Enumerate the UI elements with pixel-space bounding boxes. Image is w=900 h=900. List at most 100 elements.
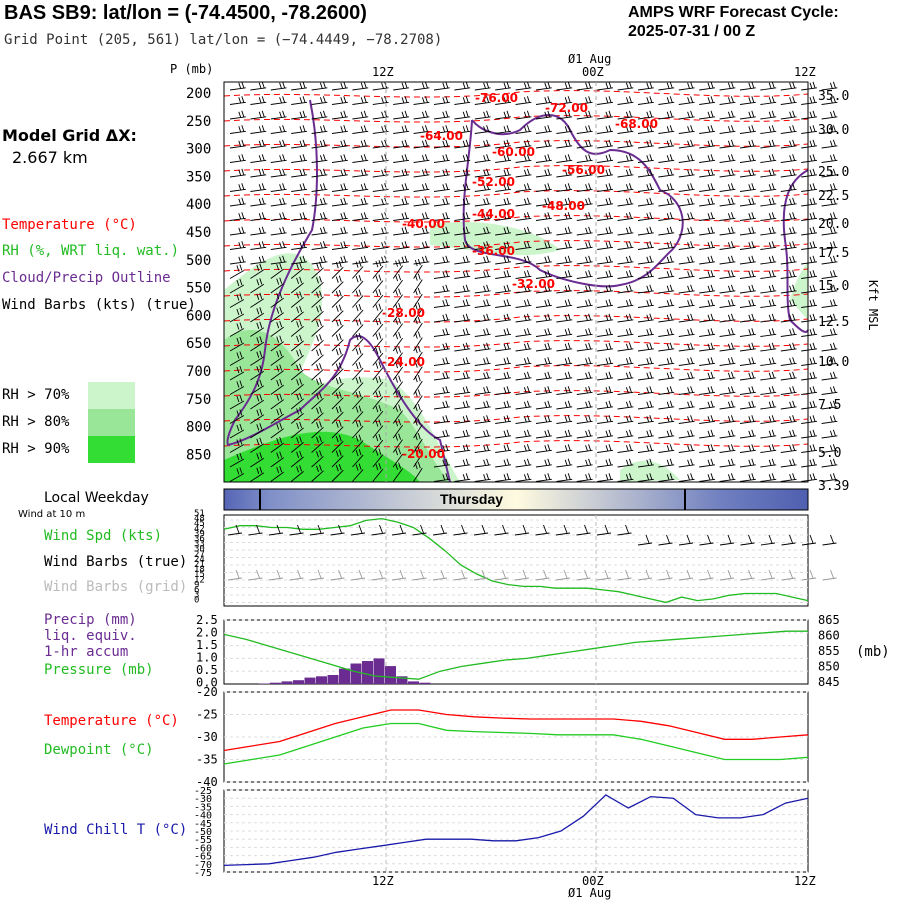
wind-barb <box>821 415 838 424</box>
wind-barb <box>515 429 532 439</box>
wind-barb <box>739 197 756 207</box>
wind-barb <box>576 473 593 482</box>
wind-barb <box>392 288 403 308</box>
wind-barb-grid <box>309 569 325 581</box>
wind-barb <box>535 226 552 236</box>
wind-barb-true <box>309 524 325 536</box>
wind-barb <box>311 261 324 279</box>
wind-barb <box>413 96 430 105</box>
wind-barb <box>699 270 716 279</box>
temperature-contour-label: -20.00 <box>402 447 445 461</box>
wind-barb <box>556 183 573 192</box>
wind-barb <box>801 183 818 192</box>
wind-tick-label: 27 <box>194 550 205 560</box>
wind-barb <box>229 351 245 366</box>
wind-barb <box>658 473 675 482</box>
wind-barb <box>515 342 532 352</box>
wind-barb <box>658 81 675 91</box>
wind-barb <box>290 363 304 381</box>
wind-barb <box>291 110 308 120</box>
temperature-contour <box>223 165 809 173</box>
wind-barb <box>413 461 423 482</box>
wind-barb <box>535 386 552 395</box>
wind-barb-grid <box>678 569 694 581</box>
wind-barb-true <box>412 524 427 536</box>
wind-barb <box>597 458 614 468</box>
wind-barb <box>780 313 797 323</box>
wind-barb <box>801 357 818 366</box>
wind-barb <box>290 320 304 337</box>
wind-barb <box>821 357 838 366</box>
wind-barb <box>433 429 450 439</box>
wind-barb <box>617 342 634 352</box>
wind-barb <box>760 125 777 134</box>
wind-barb <box>739 299 756 308</box>
wind-barb <box>392 259 403 279</box>
wind-barb <box>250 263 265 279</box>
pressure-tick-label: 450 <box>186 225 211 241</box>
wind-barb <box>658 139 675 149</box>
wind-barb <box>597 183 614 192</box>
wind-barb <box>454 386 471 395</box>
wind-barb <box>250 321 265 337</box>
wind-barb <box>535 255 552 265</box>
wind-barb <box>801 458 818 468</box>
wind-barb <box>617 357 634 366</box>
wind-barb <box>495 270 512 279</box>
wind-barb <box>250 255 267 265</box>
pressure-tick-label: 500 <box>186 253 211 269</box>
wind-barb <box>699 299 716 308</box>
wind-barb <box>535 154 552 163</box>
wind-barb <box>821 168 838 178</box>
wind-barb <box>392 418 403 439</box>
wind-barb <box>392 317 403 337</box>
wind-barb <box>637 125 654 134</box>
wind-barb <box>637 429 654 439</box>
wind-barb <box>576 125 593 134</box>
wind-barb <box>821 197 838 207</box>
wind-barb <box>801 212 818 221</box>
pressure-tick-label: 650 <box>186 336 211 352</box>
wind-barb <box>250 168 267 178</box>
wind-barb <box>454 226 471 236</box>
wind-barb <box>739 400 756 410</box>
wind-barb <box>270 465 284 482</box>
wind-barb <box>801 168 818 178</box>
wind-barb <box>250 125 267 134</box>
wind-barb <box>495 255 512 265</box>
wind-barb <box>739 212 756 221</box>
wind-barb <box>433 96 450 105</box>
wind-barb <box>352 110 369 120</box>
wind-barb <box>229 336 245 352</box>
wind-barb <box>658 429 675 439</box>
wind-barb <box>229 139 246 149</box>
wind-barb <box>760 313 777 323</box>
wind-barb <box>719 386 736 395</box>
wind-barb <box>597 81 614 91</box>
wind-barb <box>597 400 614 410</box>
temperature-contour-label: -60.00 <box>492 145 535 159</box>
wind-barb <box>474 110 491 120</box>
wind-tick-label: 6 <box>194 586 199 596</box>
wind-barb <box>393 168 410 178</box>
wind-barb <box>617 241 634 250</box>
wind-barb <box>433 458 450 468</box>
windchill-label: Wind Chill T (°C) <box>44 822 188 838</box>
wind-barb <box>821 386 838 395</box>
wind-barb <box>617 415 634 424</box>
wind-barb <box>454 139 471 149</box>
wind-barb <box>678 357 695 366</box>
wind-barb <box>331 333 344 352</box>
wind-barb <box>801 313 818 323</box>
wind-barb <box>352 434 364 453</box>
wind-barb <box>372 274 384 294</box>
temperature-contour <box>223 215 809 223</box>
wind-barb <box>474 371 491 381</box>
wind-barb <box>352 81 369 91</box>
wind-barb <box>229 212 246 221</box>
wind-barb <box>433 255 450 265</box>
wind-barb <box>637 328 654 337</box>
wind-barb <box>699 429 716 439</box>
wind-barb <box>576 241 593 250</box>
wind-barb <box>515 110 532 120</box>
